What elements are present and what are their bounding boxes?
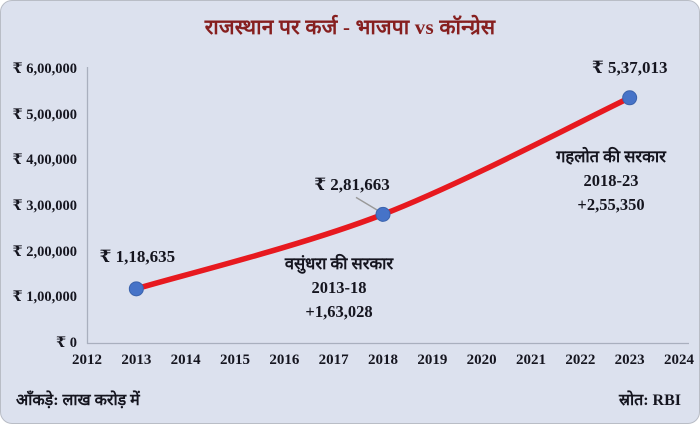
- x-axis-tick-label: 2019: [417, 352, 448, 368]
- y-axis-tick-label: ₹ 0: [56, 335, 77, 351]
- y-axis-tick-label: ₹ 1,00,000: [12, 289, 77, 306]
- data-point-value-label: ₹ 2,81,663: [314, 175, 390, 195]
- annotation-vasundhara-govt: वसुंधरा की सरकार 2013-18 +1,63,028: [285, 252, 393, 324]
- x-axis-tick-label: 2012: [72, 352, 102, 368]
- x-axis-tick-label: 2017: [318, 352, 349, 368]
- x-axis-tick-label: 2015: [220, 352, 250, 368]
- data-units-note: आँकड़े: लाख करोड़ में: [16, 392, 140, 409]
- annotation-line: +1,63,028: [305, 302, 373, 321]
- x-axis-tick-label: 2023: [614, 352, 645, 368]
- x-axis-tick-label: 2020: [466, 352, 497, 368]
- x-axis-tick-label: 2013: [121, 352, 152, 368]
- annotation-line: +2,55,350: [577, 195, 645, 214]
- annotation-line: 2018-23: [583, 171, 639, 190]
- data-point-marker: [128, 281, 144, 297]
- chart-title: राजस्थान पर कर्ज - भाजपा vs कॉन्ग्रेस: [204, 15, 496, 39]
- data-point-marker: [375, 206, 391, 222]
- data-point-value-label: ₹ 1,18,635: [99, 246, 176, 266]
- annotation-line: गहलोत की सरकार: [556, 147, 666, 166]
- x-axis-tick-label: 2024: [664, 352, 694, 368]
- annotation-gehlot-govt: गहलोत की सरकार 2018-23 +2,55,350: [556, 145, 666, 217]
- x-axis-tick-label: 2022: [565, 352, 596, 368]
- y-axis-tick-label: ₹ 5,00,000: [12, 106, 77, 123]
- y-axis-tick-label: ₹ 2,00,000: [12, 243, 77, 260]
- data-point-marker: [622, 90, 638, 106]
- annotation-line: 2013-18: [311, 278, 367, 297]
- data-point-value-label: ₹ 5,37,013: [591, 57, 668, 77]
- source-label: स्रोत: RBI: [618, 392, 681, 409]
- x-axis-tick-label: 2016: [269, 352, 300, 368]
- x-axis-tick-label: 2018: [368, 352, 398, 368]
- y-axis-tick-label: ₹ 4,00,000: [12, 152, 77, 169]
- x-axis-tick-label: 2021: [516, 352, 546, 368]
- y-axis-tick-label: ₹ 6,00,000: [12, 61, 77, 77]
- annotation-line: वसुंधरा की सरकार: [284, 254, 394, 273]
- y-axis-tick-label: ₹ 3,00,000: [12, 198, 77, 214]
- x-axis-tick-label: 2014: [170, 352, 201, 368]
- label-leader-line: [355, 196, 382, 213]
